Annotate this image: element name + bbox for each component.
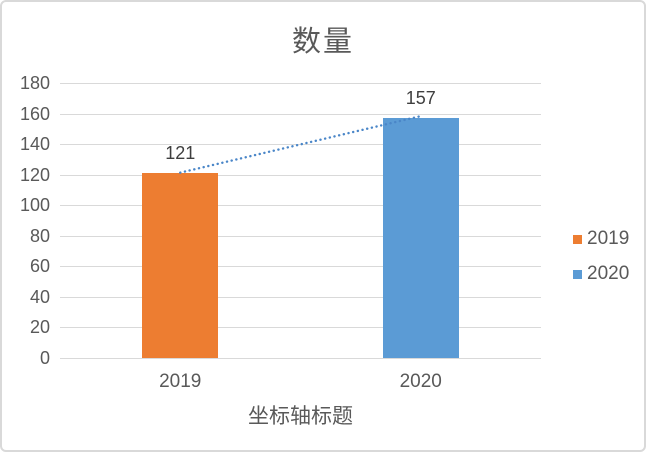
legend-item-2019[interactable]: 2019 — [573, 228, 630, 249]
gridline-40 — [60, 297, 541, 298]
gridline-60 — [60, 266, 541, 267]
gridline-140 — [60, 144, 541, 145]
bar-2020[interactable] — [382, 118, 459, 358]
y-tick-label-20: 20 — [29, 317, 50, 337]
y-tick-label-60: 60 — [29, 256, 50, 276]
gridline-100 — [60, 205, 541, 206]
y-tick-label-180: 180 — [19, 73, 50, 93]
legend-item-2020[interactable]: 2020 — [573, 263, 630, 284]
gridline-20 — [60, 327, 541, 328]
y-tick-label-0: 0 — [39, 348, 50, 368]
legend: 2019 2020 — [573, 228, 630, 300]
y-tick-label-40: 40 — [29, 287, 50, 307]
legend-label: 2019 — [587, 228, 630, 249]
x-axis-line — [60, 358, 541, 359]
y-tick-label-120: 120 — [19, 165, 50, 185]
y-tick-label-80: 80 — [29, 226, 50, 246]
x-axis-title: 坐标轴标题 — [248, 404, 353, 428]
legend-swatch-icon — [573, 234, 582, 244]
data-label-2020: 157 — [405, 88, 436, 109]
gridline-180 — [60, 83, 541, 84]
legend-swatch-icon — [573, 269, 582, 279]
y-tick-label-160: 160 — [19, 104, 50, 124]
data-label-2019: 121 — [165, 143, 196, 164]
y-tick-label-100: 100 — [19, 195, 50, 215]
x-category-label-2020: 2020 — [399, 371, 442, 392]
gridline-120 — [60, 175, 541, 176]
bar-2019[interactable] — [142, 173, 219, 358]
y-tick-label-140: 140 — [19, 134, 50, 154]
x-category-label-2019: 2019 — [159, 371, 202, 392]
gridline-160 — [60, 114, 541, 115]
legend-label: 2020 — [587, 263, 630, 284]
chart-title: 数量 — [291, 24, 354, 58]
gridline-80 — [60, 236, 541, 237]
